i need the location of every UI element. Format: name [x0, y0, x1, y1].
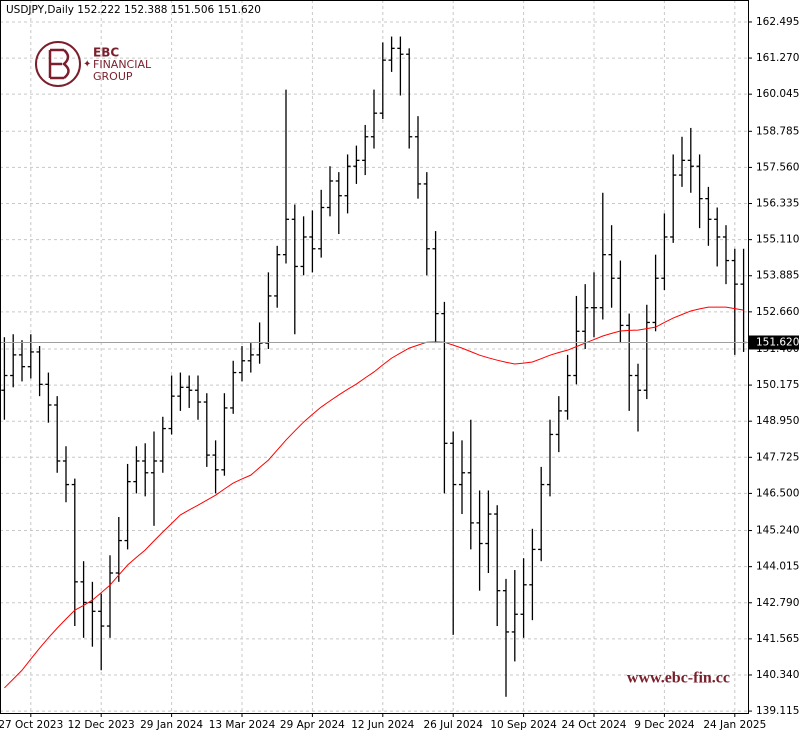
logo-text: FINANCIAL	[93, 58, 152, 71]
logo-text: EBC	[93, 46, 119, 60]
y-tick-label: 145.240	[756, 525, 799, 537]
y-tick-label: 146.500	[756, 487, 799, 499]
y-tick-label: 148.950	[756, 415, 799, 427]
plot-frame	[0, 0, 749, 714]
y-tick-label: 150.175	[756, 379, 799, 391]
bars	[1, 36, 747, 697]
x-tick-label: 27 Oct 2023	[0, 719, 63, 731]
y-tick-label: 162.495	[756, 16, 799, 28]
y-tick-label: 158.785	[756, 125, 799, 137]
logo-star: ✦	[83, 59, 91, 70]
logo-ring	[35, 41, 81, 87]
x-tick-label: 9 Dec 2024	[634, 719, 695, 731]
last-price-box	[749, 335, 799, 350]
x-tick-label: 24 Jan 2025	[703, 719, 766, 731]
moving-average	[4, 306, 744, 689]
y-tick-label: 141.565	[756, 633, 799, 645]
y-tick-label: 155.110	[756, 234, 799, 246]
logo: ✦ EBC FINANCIAL GROUP	[35, 41, 152, 87]
x-tick-label: 24 Oct 2024	[562, 719, 627, 731]
y-tick-label: 156.335	[756, 198, 799, 210]
axes: 162.495 161.270 160.045 158.785 157.560 156.3…	[0, 16, 799, 731]
x-tick-label: 13 Mar 2024	[209, 719, 276, 731]
x-tick-label: 26 Jul 2024	[423, 719, 483, 731]
x-tick-label: 29 Apr 2024	[280, 719, 345, 731]
y-tick-label: 147.725	[756, 451, 799, 463]
logo-text: GROUP	[93, 70, 133, 83]
watermark: www.ebc-fin.cc	[627, 670, 730, 687]
y-tick-label: 161.270	[756, 52, 799, 64]
y-tick-label: 140.340	[756, 669, 799, 681]
y-tick-label: 153.885	[756, 270, 799, 282]
y-tick-label: 157.560	[756, 161, 799, 173]
y-tick-label: 152.660	[756, 306, 799, 318]
y-tick-label: 142.790	[756, 597, 799, 609]
y-tick-label: 139.115	[756, 705, 799, 717]
x-tick-label: 12 Dec 2023	[68, 719, 135, 731]
x-tick-label: 29 Jan 2024	[140, 719, 203, 731]
x-tick-label: 10 Sep 2024	[490, 719, 557, 731]
logo-mark	[48, 48, 70, 80]
chart-header: USDJPY,Daily 152.222 152.388 151.506 151…	[6, 4, 261, 16]
overlay	[0, 306, 748, 689]
x-tick-label: 12 Jun 2024	[351, 719, 414, 731]
y-tick-label: 160.045	[756, 88, 799, 100]
last-price-label: 151.620	[756, 336, 799, 348]
y-tick-label: 144.015	[756, 561, 799, 573]
